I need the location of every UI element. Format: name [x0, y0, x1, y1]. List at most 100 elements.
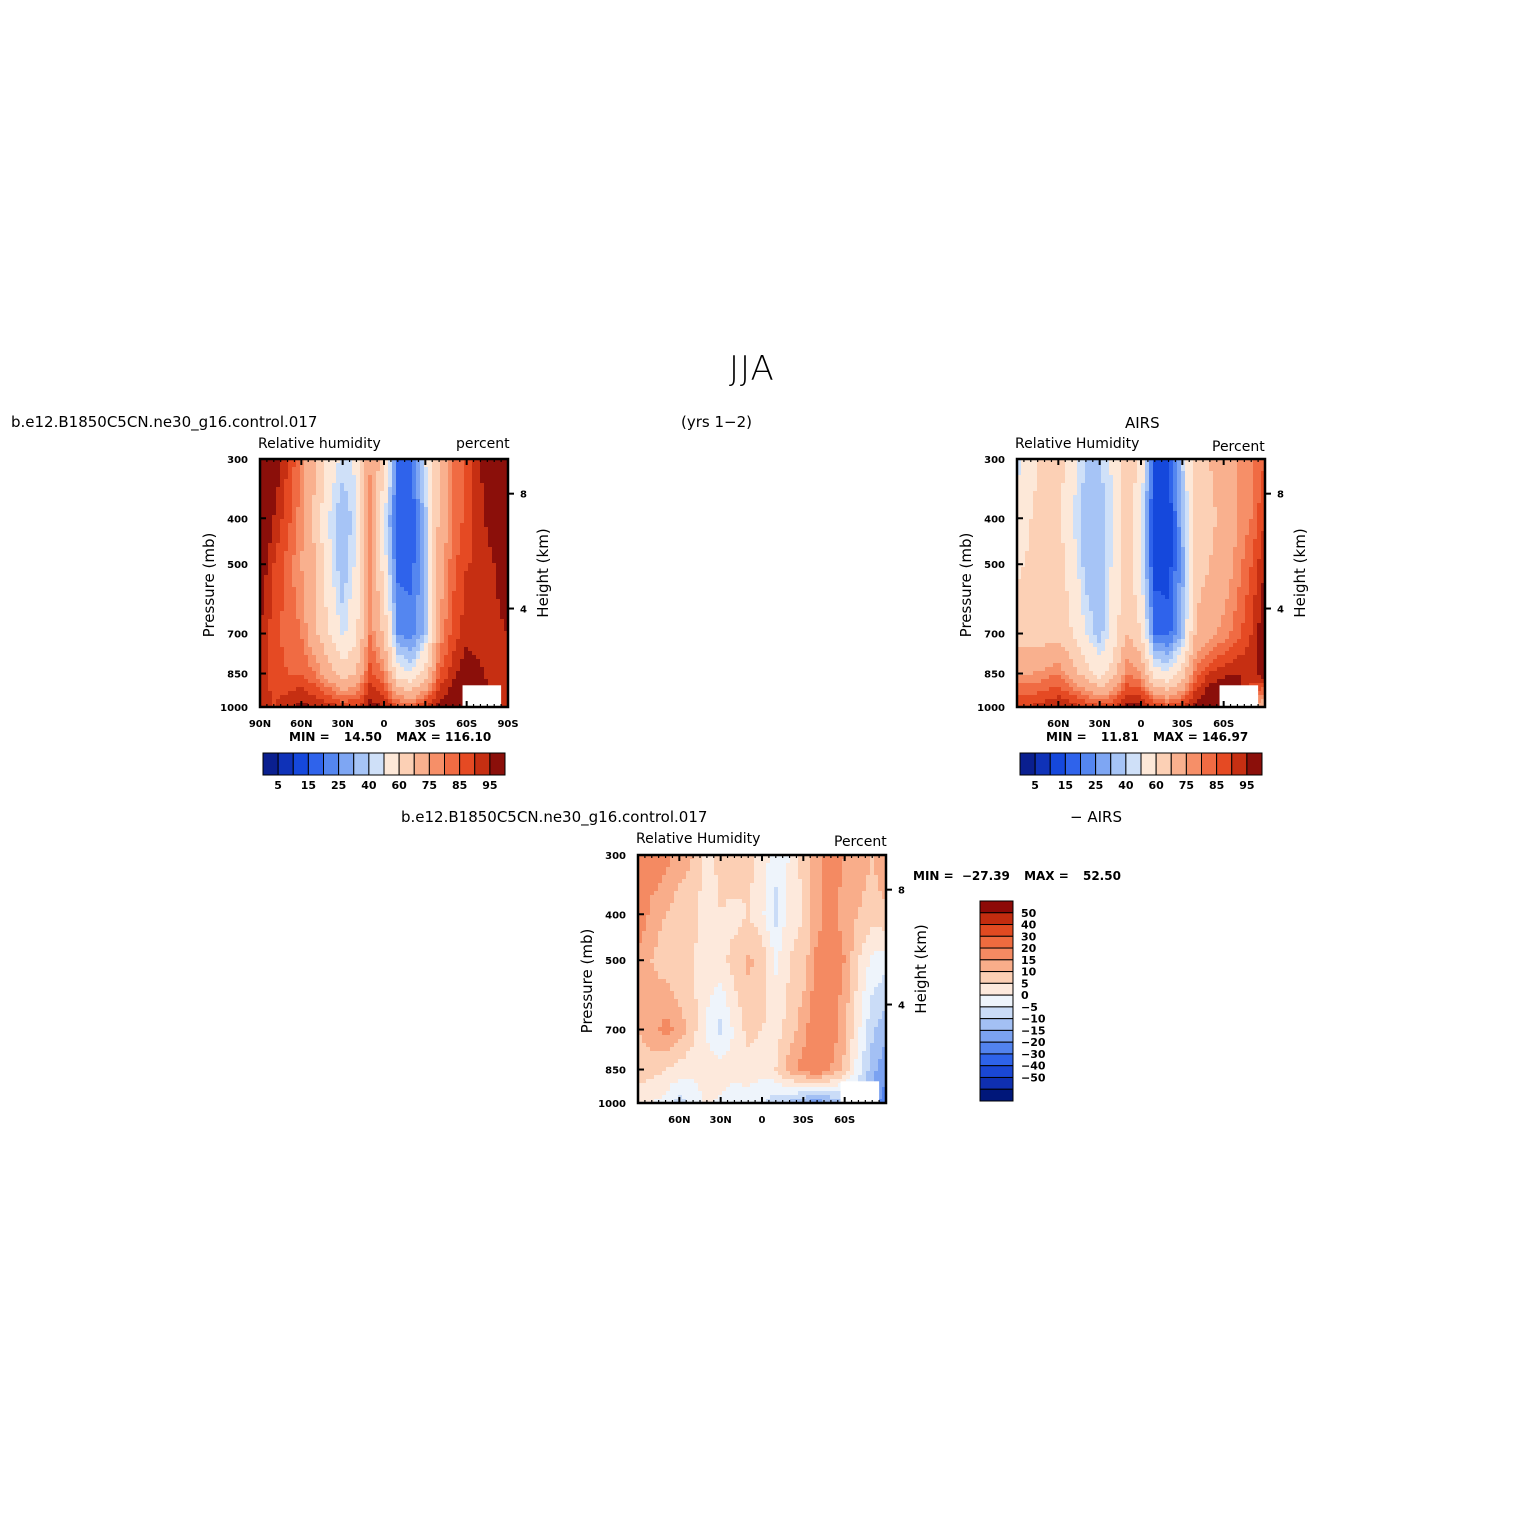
- obs-contour-cell: [1033, 631, 1038, 636]
- obs-contour-cell: [1077, 591, 1082, 596]
- model-contour-cell: [308, 475, 313, 480]
- obs-contour-cell: [1081, 539, 1086, 544]
- model-contour-cell: [296, 611, 301, 616]
- model-contour-cell: [400, 475, 405, 480]
- obs-contour-cell: [1077, 543, 1082, 548]
- model-contour-cell: [448, 567, 453, 572]
- model-contour-cell: [388, 687, 393, 692]
- obs-contour-cell: [1081, 531, 1086, 536]
- model-contour-cell: [308, 543, 313, 548]
- obs-contour-cell: [1021, 663, 1026, 668]
- model-contour-cell: [464, 611, 469, 616]
- model-contour-cell: [320, 475, 325, 480]
- obs-contour-cell: [1049, 599, 1054, 604]
- model-contour-cell: [408, 575, 413, 580]
- model-contour-cell: [492, 487, 497, 492]
- model-contour-cell: [356, 587, 361, 592]
- model-contour-cell: [348, 631, 353, 636]
- model-contour-cell: [268, 667, 273, 672]
- model-contour-cell: [444, 547, 449, 552]
- obs-contour-cell: [1045, 659, 1050, 664]
- model-contour-cell: [496, 611, 501, 616]
- model-contour-cell: [364, 523, 369, 528]
- model-contour-cell: [396, 519, 401, 524]
- model-contour-cell: [260, 615, 265, 620]
- obs-contour-cell: [1049, 471, 1054, 476]
- model-contour-cell: [364, 607, 369, 612]
- model-contour-cell: [372, 643, 377, 648]
- model-contour-cell: [296, 475, 301, 480]
- obs-contour-cell: [1077, 479, 1082, 484]
- model-contour-cell: [324, 567, 329, 572]
- model-contour-cell: [312, 511, 317, 516]
- model-contour-cell: [400, 619, 405, 624]
- model-contour-cell: [316, 479, 321, 484]
- model-contour-cell: [348, 603, 353, 608]
- model-contour-cell: [360, 627, 365, 632]
- model-contour-cell: [368, 675, 373, 680]
- model-contour-cell: [496, 495, 501, 500]
- model-contour-cell: [440, 499, 445, 504]
- model-contour-cell: [276, 667, 281, 672]
- model-contour-cell: [324, 535, 329, 540]
- model-contour-cell: [428, 623, 433, 628]
- obs-contour-cell: [1073, 503, 1078, 508]
- obs-contour-cell: [1069, 639, 1074, 644]
- model-contour-cell: [320, 679, 325, 684]
- model-contour-cell: [264, 515, 269, 520]
- model-contour-cell: [348, 587, 353, 592]
- model-contour-cell: [280, 539, 285, 544]
- model-contour-cell: [504, 607, 509, 612]
- model-contour-cell: [300, 635, 305, 640]
- model-contour-cell: [472, 499, 477, 504]
- model-contour-cell: [312, 527, 317, 532]
- obs-contour-cell: [1061, 655, 1066, 660]
- obs-contour-cell: [1017, 627, 1022, 632]
- model-contour-cell: [400, 479, 405, 484]
- model-contour-cell: [260, 547, 265, 552]
- model-contour-cell: [348, 567, 353, 572]
- model-contour-cell: [328, 691, 333, 696]
- model-contour-cell: [364, 635, 369, 640]
- model-contour-cell: [396, 627, 401, 632]
- obs-contour-cell: [1053, 695, 1058, 700]
- model-contour-cell: [300, 531, 305, 536]
- model-contour-cell: [288, 567, 293, 572]
- obs-contour-cell: [1049, 503, 1054, 508]
- model-contour-cell: [324, 575, 329, 580]
- obs-contour-cell: [1037, 655, 1042, 660]
- model-contour-cell: [320, 511, 325, 516]
- model-contour-cell: [400, 487, 405, 492]
- model-contour-cell: [440, 647, 445, 652]
- obs-contour-cell: [1053, 703, 1058, 708]
- model-contour-cell: [380, 655, 385, 660]
- model-contour-cell: [312, 487, 317, 492]
- model-contour-cell: [500, 475, 505, 480]
- model-contour-cell: [432, 475, 437, 480]
- model-contour-cell: [280, 475, 285, 480]
- obs-name-label: AIRS: [1125, 414, 1160, 432]
- model-contour-cell: [436, 627, 441, 632]
- obs-contour-cell: [1025, 587, 1030, 592]
- model-contour-cell: [480, 591, 485, 596]
- model-contour-cell: [276, 563, 281, 568]
- model-contour-cell: [452, 575, 457, 580]
- obs-contour-cell: [1017, 607, 1022, 612]
- model-contour-cell: [488, 487, 493, 492]
- obs-contour-cell: [1029, 575, 1034, 580]
- obs-contour-cell: [1065, 623, 1070, 628]
- model-contour-cell: [436, 639, 441, 644]
- model-contour-cell: [344, 643, 349, 648]
- model-contour-cell: [316, 695, 321, 700]
- model-contour-cell: [280, 571, 285, 576]
- model-contour-cell: [276, 575, 281, 580]
- obs-contour-cell: [1029, 595, 1034, 600]
- model-contour-cell: [292, 515, 297, 520]
- model-contour-cell: [360, 595, 365, 600]
- model-contour-cell: [352, 659, 357, 664]
- obs-contour-cell: [1069, 491, 1074, 496]
- model-contour-cell: [296, 479, 301, 484]
- model-contour-cell: [296, 651, 301, 656]
- model-contour-cell: [300, 527, 305, 532]
- model-contour-cell: [284, 627, 289, 632]
